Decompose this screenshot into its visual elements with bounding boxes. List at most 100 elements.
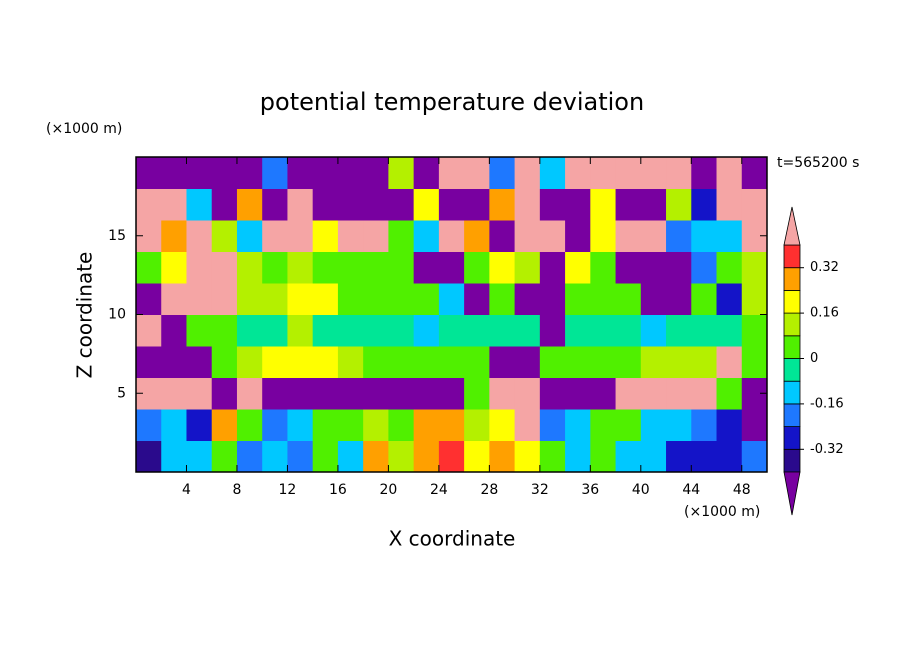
contour-cell — [464, 346, 490, 378]
contour-cell — [413, 283, 440, 315]
contour-cell — [287, 409, 314, 441]
contour-cell — [211, 251, 238, 284]
contour-cell — [287, 440, 314, 473]
contour-cell — [666, 283, 692, 315]
contour-cell — [590, 377, 617, 410]
contour-cell — [337, 188, 364, 221]
contour-cell — [640, 157, 667, 189]
contour-cell — [716, 188, 743, 221]
contour-cell — [489, 314, 516, 347]
contour-cell — [211, 440, 238, 473]
x-unit-label: (×1000 m) — [684, 504, 760, 520]
contour-cell — [388, 346, 415, 378]
contour-cell — [262, 220, 288, 252]
contour-cell — [666, 409, 692, 441]
y-unit-label: (×1000 m) — [46, 121, 122, 137]
contour-cell — [312, 314, 339, 347]
colorbar-segment — [783, 426, 801, 450]
contour-cell — [337, 409, 364, 441]
contour-cell — [590, 409, 617, 441]
contour-cell — [438, 377, 465, 410]
x-tick-label: 36 — [581, 482, 599, 498]
contour-cell — [312, 157, 339, 189]
contour-cell — [186, 377, 213, 410]
colorbar-extend-high — [783, 206, 801, 246]
colorbar-segment — [783, 244, 801, 269]
contour-cell — [312, 283, 339, 315]
contour-cell — [691, 346, 718, 378]
contour-cell — [337, 440, 364, 473]
contour-cell — [691, 440, 718, 473]
contour-cell — [388, 409, 415, 441]
contour-cell — [363, 440, 389, 473]
contour-cell — [741, 314, 768, 347]
contour-cell — [186, 440, 213, 473]
x-tick-label: 48 — [733, 482, 751, 498]
contour-cell — [363, 220, 389, 252]
time-annotation: t=565200 s — [777, 155, 859, 171]
contour-cell — [741, 440, 768, 473]
contour-cell — [565, 220, 591, 252]
contour-cell — [413, 346, 440, 378]
contour-cell — [615, 188, 642, 221]
contour-cell — [388, 157, 415, 189]
contour-cell — [691, 188, 718, 221]
contour-cell — [136, 251, 162, 284]
contour-cell — [186, 283, 213, 315]
contour-cell — [161, 440, 187, 473]
colorbar-segment — [783, 380, 801, 405]
contour-cell — [413, 314, 440, 347]
contour-cell — [413, 188, 440, 221]
contour-cell — [514, 314, 541, 347]
contour-cell — [312, 346, 339, 378]
contour-cell — [337, 220, 364, 252]
contour-cell — [565, 188, 591, 221]
contour-cell — [640, 220, 667, 252]
contour-cell — [666, 220, 692, 252]
contour-cell — [666, 440, 692, 473]
contour-cell — [615, 377, 642, 410]
contour-cell — [161, 409, 187, 441]
contour-cell — [539, 188, 566, 221]
contour-cell — [236, 377, 263, 410]
x-tick-label: 4 — [182, 482, 191, 498]
contour-cell — [489, 346, 516, 378]
contour-cell — [413, 377, 440, 410]
contour-cell — [161, 157, 187, 189]
x-tick-label: 24 — [430, 482, 448, 498]
contour-cell — [741, 188, 768, 221]
colorbar-segment — [783, 289, 801, 314]
contour-cell — [262, 188, 288, 221]
contour-cell — [438, 314, 465, 347]
contour-cell — [489, 220, 516, 252]
contour-cell — [615, 157, 642, 189]
contour-cell — [741, 409, 768, 441]
contour-cell — [590, 440, 617, 473]
contour-cell — [438, 157, 465, 189]
contour-cell — [691, 283, 718, 315]
x-tick-label: 44 — [682, 482, 700, 498]
contour-cell — [565, 440, 591, 473]
contour-cell — [489, 251, 516, 284]
contour-cell — [539, 251, 566, 284]
contour-cell — [161, 377, 187, 410]
contour-cell — [615, 409, 642, 441]
contour-cell — [691, 251, 718, 284]
contour-cell — [590, 314, 617, 347]
contour-cell — [363, 377, 389, 410]
contour-cell — [438, 409, 465, 441]
contour-cell — [262, 346, 288, 378]
contour-cell — [413, 157, 440, 189]
contour-cell — [161, 251, 187, 284]
contour-cell — [565, 409, 591, 441]
contour-cell — [287, 251, 314, 284]
colorbar-extend-low — [783, 471, 801, 516]
contour-cell — [236, 409, 263, 441]
contour-cell — [514, 440, 541, 473]
contour-cell — [337, 346, 364, 378]
contour-cell — [489, 377, 516, 410]
contour-cell — [262, 440, 288, 473]
contour-cell — [136, 283, 162, 315]
contour-cell — [312, 220, 339, 252]
contour-cell — [363, 314, 389, 347]
